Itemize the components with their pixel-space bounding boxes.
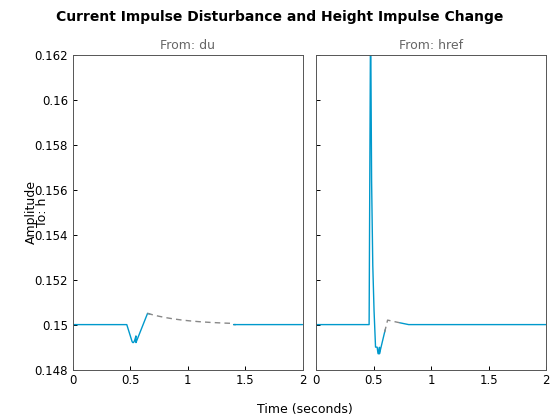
Text: To: h: To: h	[36, 197, 49, 227]
Text: Time (seconds): Time (seconds)	[258, 403, 353, 416]
Title: From: du: From: du	[160, 39, 215, 52]
Text: Current Impulse Disturbance and Height Impulse Change: Current Impulse Disturbance and Height I…	[57, 10, 503, 24]
Title: From: href: From: href	[399, 39, 463, 52]
Text: Amplitude: Amplitude	[25, 180, 38, 244]
